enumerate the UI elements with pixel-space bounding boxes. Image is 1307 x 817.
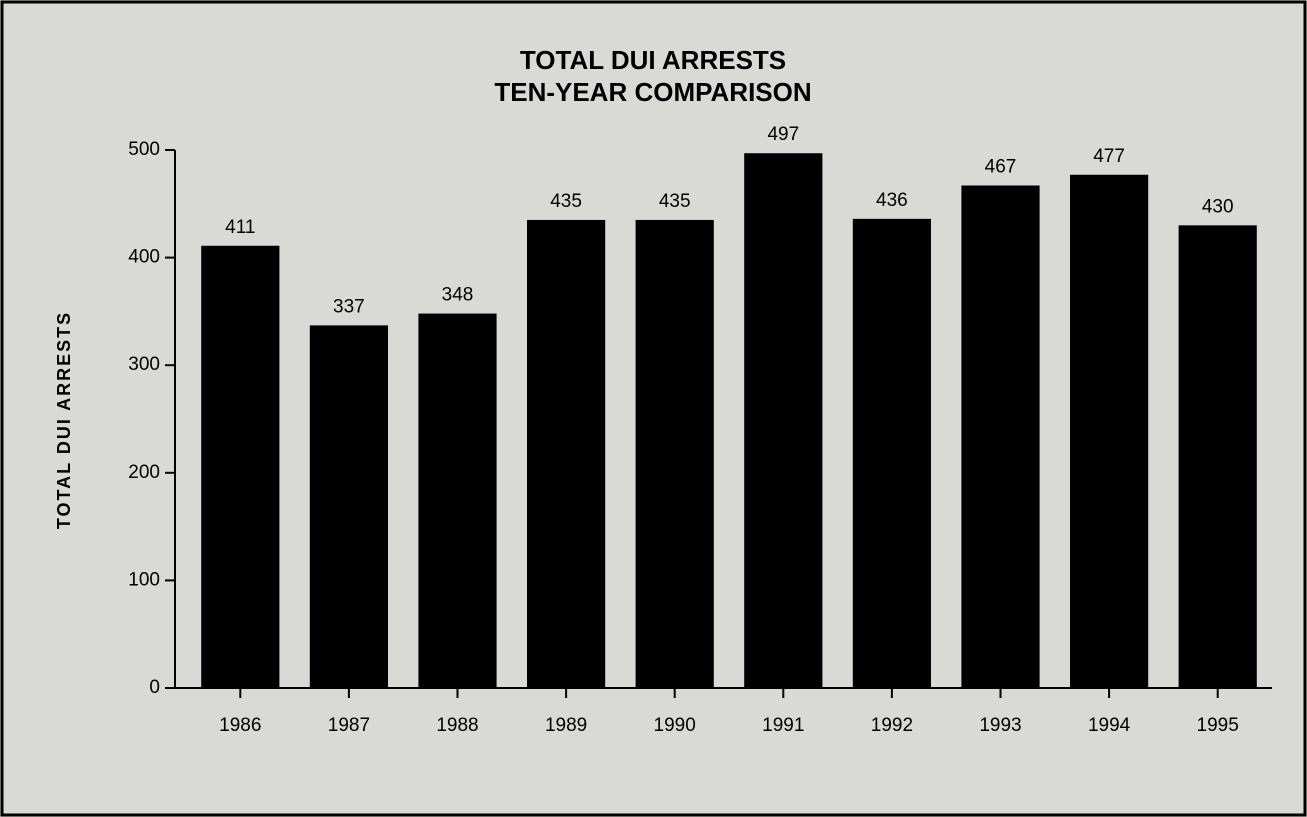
- y-tick-label: 200: [128, 462, 160, 483]
- x-tick-label: 1986: [219, 715, 261, 736]
- data-label: 435: [550, 191, 582, 212]
- bar: [418, 313, 497, 688]
- y-tick-label: 300: [128, 354, 160, 375]
- data-label: 411: [225, 217, 255, 238]
- y-tick-label: 500: [128, 139, 160, 160]
- y-axis-label: TOTAL DUI ARRESTS: [54, 311, 74, 529]
- x-tick-label: 1987: [328, 715, 370, 736]
- x-tick-label: 1988: [436, 715, 478, 736]
- y-tick-label: 0: [149, 677, 160, 698]
- x-tick-label: 1990: [654, 715, 696, 736]
- bar: [744, 153, 823, 688]
- bar: [527, 219, 606, 688]
- data-label: 497: [767, 124, 799, 145]
- chart-title: TOTAL DUI ARRESTS: [520, 45, 786, 75]
- x-tick-label: 1991: [762, 715, 804, 736]
- bar: [852, 218, 931, 688]
- bar: [201, 245, 280, 688]
- x-tick-label: 1995: [1197, 715, 1239, 736]
- chart-subtitle: TEN-YEAR COMPARISON: [494, 77, 811, 107]
- data-label: 467: [985, 157, 1017, 178]
- y-tick-label: 400: [128, 247, 160, 268]
- x-tick-label: 1994: [1088, 715, 1131, 736]
- data-label: 435: [659, 191, 691, 212]
- data-label: 436: [876, 190, 908, 211]
- y-tick-label: 100: [128, 569, 160, 590]
- data-label: 477: [1093, 146, 1125, 167]
- bar: [961, 185, 1040, 688]
- bar: [309, 325, 388, 688]
- x-tick-label: 1989: [545, 715, 587, 736]
- x-tick-label: 1993: [979, 715, 1021, 736]
- data-label: 337: [333, 296, 365, 317]
- data-label: 430: [1202, 196, 1234, 217]
- bar: [1070, 174, 1149, 689]
- x-tick-label: 1992: [871, 715, 913, 736]
- bar: [1178, 225, 1257, 688]
- data-label: 348: [442, 285, 474, 306]
- bar: [635, 219, 714, 688]
